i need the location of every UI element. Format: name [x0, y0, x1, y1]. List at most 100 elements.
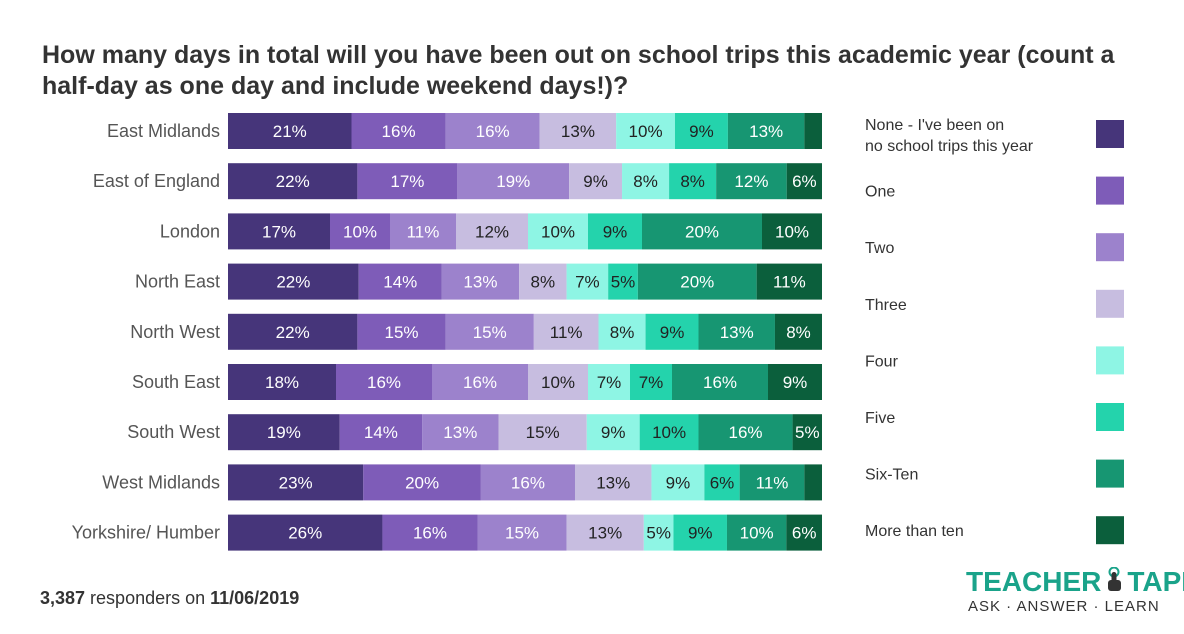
data-label: 23%: [279, 473, 313, 492]
category-label: North West: [130, 322, 220, 342]
bar-segment: [228, 514, 383, 551]
data-label: 13%: [561, 122, 595, 141]
bar-segment: [642, 213, 762, 250]
category-label: South West: [127, 422, 220, 442]
data-label: 19%: [267, 423, 301, 442]
bar-segment: [672, 364, 768, 400]
legend-swatch: [1096, 233, 1124, 262]
bar-segment: [786, 514, 822, 551]
bar-segment: [228, 464, 364, 501]
bar-segment: [228, 163, 358, 200]
bar-segment: [477, 514, 567, 551]
bar-segment: [768, 364, 822, 400]
data-label: 9%: [689, 122, 714, 141]
bar-segment: [756, 263, 822, 300]
data-label: 9%: [688, 524, 713, 543]
data-label: 10%: [541, 222, 575, 241]
bar-segment: [639, 414, 699, 451]
data-label: 11%: [773, 273, 806, 292]
data-label: 13%: [720, 323, 754, 342]
data-label: 16%: [413, 524, 447, 543]
data-label: 17%: [390, 172, 424, 191]
data-label: 13%: [588, 524, 622, 543]
data-label: 26%: [288, 524, 322, 543]
bar-segment: [228, 364, 336, 400]
data-label: 6%: [710, 473, 735, 492]
bar-segment: [539, 113, 617, 149]
legend-label: More than ten: [865, 523, 964, 540]
bar-segment: [528, 213, 588, 250]
bar-segment: [339, 414, 423, 451]
data-label: 16%: [367, 373, 401, 392]
bar-segment: [351, 113, 446, 149]
data-label: 7%: [639, 373, 664, 392]
data-label: 14%: [364, 423, 398, 442]
data-label: 11%: [407, 222, 440, 241]
bar-segment: [363, 464, 481, 501]
category-label: East of England: [93, 171, 220, 191]
data-label: 8%: [531, 273, 556, 292]
bar-segment: [704, 464, 740, 501]
data-label: 17%: [262, 222, 296, 241]
bar-segment: [422, 414, 499, 451]
logo-right-word: TAPP: [1127, 566, 1184, 597]
data-label: 15%: [384, 323, 418, 342]
data-label: 5%: [795, 423, 820, 442]
bar-segment: [445, 313, 534, 350]
bars-group: East Midlands 21% 16% 16% 13% 10% 9% 13% East of…: [72, 113, 822, 551]
bar-segment: [330, 213, 390, 250]
teacher-tapp-logo: TEACHER TAPP ASK · ANSWER · LEARN: [966, 548, 1184, 618]
bar-segment: [441, 263, 520, 300]
data-label: 11%: [550, 323, 583, 342]
data-label: 11%: [756, 473, 789, 492]
bar-segment: [598, 313, 646, 350]
tap-hand-icon: [1108, 567, 1122, 591]
bar-segment: [622, 163, 670, 200]
bar-segment: [616, 113, 675, 149]
data-label: 9%: [666, 473, 691, 492]
data-label: 10%: [541, 373, 575, 392]
bar-segment: [390, 213, 456, 250]
bar-segment: [674, 113, 728, 149]
data-label: 16%: [476, 122, 510, 141]
bar-segment: [228, 313, 358, 350]
bar-segment: [445, 113, 540, 149]
data-label: 10%: [740, 524, 774, 543]
data-label: 6%: [792, 524, 817, 543]
logo-left-word: TEACHER: [966, 566, 1102, 597]
data-label: 12%: [734, 172, 768, 191]
data-label: 16%: [463, 373, 497, 392]
legend-swatch: [1096, 403, 1124, 431]
bar-segment: [669, 163, 717, 200]
chart-title: How many days in total will you have bee…: [42, 41, 1115, 100]
data-label: 10%: [652, 423, 686, 442]
bar-segment: [569, 163, 623, 200]
data-label: 8%: [680, 172, 705, 191]
data-label: 22%: [276, 172, 310, 191]
bar-segment: [645, 313, 699, 350]
bar-segment: [804, 113, 822, 149]
bar-segment: [456, 213, 528, 250]
data-label: 12%: [475, 222, 509, 241]
data-label: 9%: [660, 323, 685, 342]
bar-segment: [457, 163, 570, 200]
legend-label: Two: [865, 240, 894, 257]
bar-segment: [588, 213, 642, 250]
data-label: 10%: [775, 222, 809, 241]
data-label: 10%: [343, 222, 377, 241]
data-label: 22%: [276, 273, 310, 292]
data-label: 13%: [596, 473, 630, 492]
legend-swatch: [1096, 346, 1124, 375]
data-label: 15%: [505, 524, 539, 543]
legend-swatch: [1096, 176, 1124, 205]
legend-label: Four: [865, 353, 899, 370]
data-label: 15%: [473, 323, 507, 342]
bar-segment: [727, 113, 805, 149]
category-label: East Midlands: [107, 121, 220, 141]
bar-segment: [637, 263, 757, 300]
bar-segment: [786, 163, 822, 200]
data-label: 16%: [382, 122, 416, 141]
logo-tagline: ASK · ANSWER · LEARN: [968, 598, 1160, 615]
responder-count: 3,387: [40, 588, 86, 608]
data-label: 13%: [463, 273, 497, 292]
